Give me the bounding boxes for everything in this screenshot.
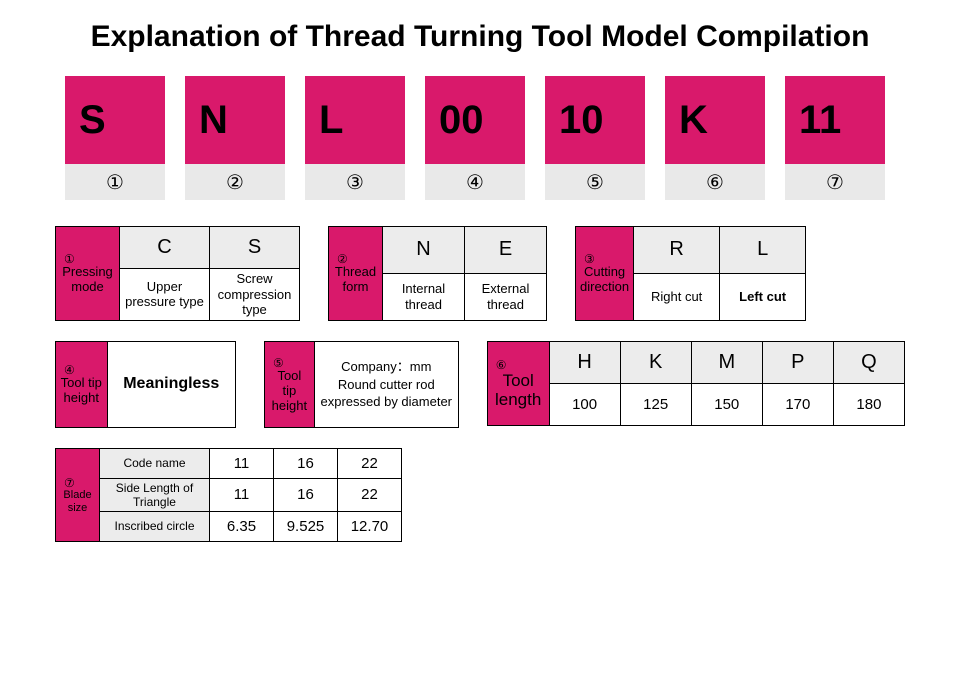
t5-title: Tool tip height	[272, 368, 307, 413]
t6-code-0: H	[549, 341, 620, 383]
t7-r2c0: 6.35	[210, 511, 274, 541]
tables-row-3: ⑦ Blade size Code name 11 16 22 Side Len…	[55, 448, 905, 542]
t7-label-0: Code name	[100, 448, 210, 478]
t2-title: Thread form	[335, 264, 376, 294]
marker-6: ⑥	[492, 357, 545, 371]
code-col-5: K⑥	[665, 76, 765, 200]
code-col-3: 00④	[425, 76, 525, 200]
t2-code-0: N	[383, 227, 465, 274]
t3-title: Cutting direction	[580, 264, 629, 294]
t7-r1c1: 16	[274, 478, 338, 511]
t1-title: Pressing mode	[62, 264, 113, 294]
t1-desc-1: Screw compression type	[210, 269, 300, 321]
t7-r1c0: 11	[210, 478, 274, 511]
t3-code-1: L	[720, 227, 806, 274]
t6-val-3: 170	[762, 383, 833, 425]
page-root: Explanation of Thread Turning Tool Model…	[0, 0, 960, 572]
tables-row-1: ① Pressing mode C S Upper pressure type …	[55, 226, 905, 321]
t6-code-4: Q	[833, 341, 904, 383]
t2-code-1: E	[465, 227, 547, 274]
t7-title: Blade size	[63, 489, 91, 514]
t4-body: Meaningless	[107, 341, 235, 427]
t6-code-3: P	[762, 341, 833, 383]
t2-desc-0: Internal thread	[383, 273, 465, 320]
code-col-0: S①	[65, 76, 165, 200]
t7-label-1: Side Length of Triangle	[100, 478, 210, 511]
code-marker-6: ⑦	[785, 164, 885, 200]
t7-r1c2: 22	[338, 478, 402, 511]
code-marker-2: ③	[305, 164, 405, 200]
t6-title: Tool length	[495, 371, 541, 410]
t6-val-0: 100	[549, 383, 620, 425]
code-col-4: 10⑤	[545, 76, 645, 200]
t7-r2c2: 12.70	[338, 511, 402, 541]
t3-code-0: R	[634, 227, 720, 274]
t7-r2c1: 9.525	[274, 511, 338, 541]
table-tool-tip-4: ④ Tool tip height Meaningless	[55, 341, 236, 428]
code-box-1: N	[185, 76, 285, 164]
t7-r0c2: 22	[338, 448, 402, 478]
code-box-0: S	[65, 76, 165, 164]
table-cutting-direction: ③ Cutting direction R L Right cut Left c…	[575, 226, 806, 321]
marker-4: ④	[60, 362, 103, 376]
t1-desc-0: Upper pressure type	[120, 269, 210, 321]
table-tool-length: ⑥ Tool length H K M P Q 100 125 150 170 …	[487, 341, 905, 426]
t6-val-2: 150	[691, 383, 762, 425]
code-box-3: 00	[425, 76, 525, 164]
t1-code-0: C	[120, 227, 210, 269]
t6-code-1: K	[620, 341, 691, 383]
code-box-6: 11	[785, 76, 885, 164]
tables-row-2: ④ Tool tip height Meaningless ⑤ Tool tip…	[55, 341, 905, 428]
code-col-1: N②	[185, 76, 285, 200]
t2-desc-1: External thread	[465, 273, 547, 320]
t6-val-4: 180	[833, 383, 904, 425]
code-col-6: 11⑦	[785, 76, 885, 200]
t5-line2: Round cutter rod expressed by diameter	[321, 377, 453, 410]
t3-desc-0: Right cut	[634, 273, 720, 320]
code-marker-1: ②	[185, 164, 285, 200]
t5-body: Company：mm Round cutter rod expressed by…	[314, 341, 458, 427]
code-marker-5: ⑥	[665, 164, 765, 200]
marker-5: ⑤	[269, 355, 310, 369]
table-tool-tip-5: ⑤ Tool tip height Company：mm Round cutte…	[264, 341, 459, 428]
t6-val-1: 125	[620, 383, 691, 425]
marker-1: ①	[60, 251, 115, 265]
marker-3: ③	[580, 251, 629, 265]
code-box-4: 10	[545, 76, 645, 164]
t5-line1: Company：mm	[341, 359, 431, 374]
code-box-5: K	[665, 76, 765, 164]
code-marker-3: ④	[425, 164, 525, 200]
code-box-2: L	[305, 76, 405, 164]
code-marker-0: ①	[65, 164, 165, 200]
table-thread-form: ② Thread form N E Internal thread Extern…	[328, 226, 547, 321]
table-blade-size: ⑦ Blade size Code name 11 16 22 Side Len…	[55, 448, 402, 542]
code-marker-4: ⑤	[545, 164, 645, 200]
t7-r0c0: 11	[210, 448, 274, 478]
t3-desc-1: Left cut	[720, 273, 806, 320]
t4-title: Tool tip height	[61, 375, 102, 405]
model-code-row: S①N②L③00④10⑤K⑥11⑦	[65, 76, 905, 200]
code-col-2: L③	[305, 76, 405, 200]
t1-code-1: S	[210, 227, 300, 269]
t7-r0c1: 16	[274, 448, 338, 478]
table-pressing-mode: ① Pressing mode C S Upper pressure type …	[55, 226, 300, 321]
t6-code-2: M	[691, 341, 762, 383]
marker-7: ⑦	[60, 475, 95, 489]
page-title: Explanation of Thread Turning Tool Model…	[55, 20, 905, 54]
t7-label-2: Inscribed circle	[100, 511, 210, 541]
marker-2: ②	[333, 251, 378, 265]
